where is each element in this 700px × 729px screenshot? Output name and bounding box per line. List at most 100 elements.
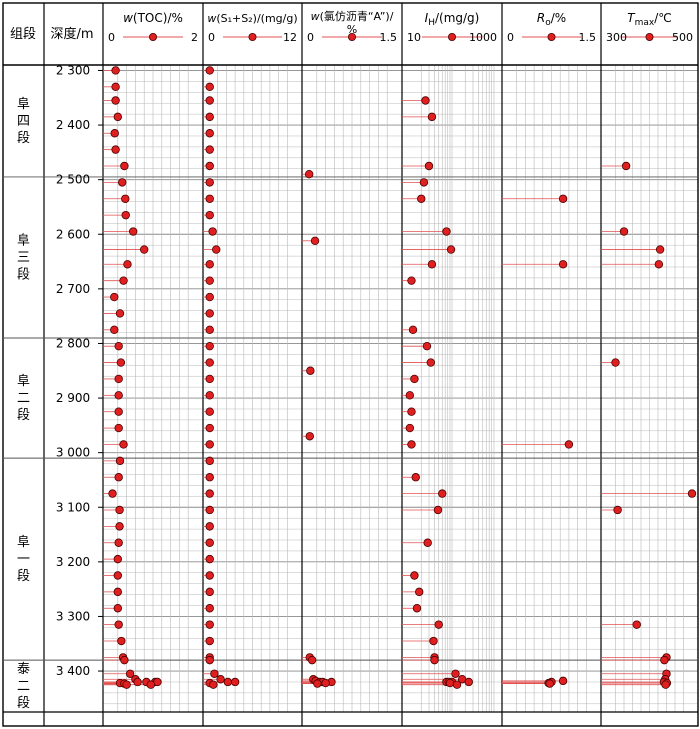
depth-tick-label: 2 300 — [56, 63, 90, 77]
depth-tick-label: 3 100 — [56, 500, 90, 514]
data-point-ih — [426, 358, 436, 367]
data-point-ih — [408, 325, 418, 335]
depth-tick-label: 2 500 — [56, 173, 90, 187]
data-point-s1s2 — [205, 407, 214, 416]
data-point-toc — [114, 538, 123, 547]
data-point-s1s2 — [205, 636, 214, 646]
data-point-toc — [117, 636, 126, 646]
data-point-ih — [451, 669, 460, 678]
point-layer — [108, 66, 697, 689]
data-point-toc — [119, 440, 128, 449]
data-point-ih — [417, 194, 426, 203]
data-point-s1s2 — [205, 505, 214, 515]
data-point-ih — [410, 374, 419, 384]
scale-legend-marker — [347, 33, 356, 42]
data-point-toc — [114, 374, 123, 384]
data-point-tmax — [613, 505, 622, 515]
scale-max-label: 1000 — [469, 31, 497, 44]
data-point-toc — [114, 391, 123, 400]
track-header-s1s2: w(S₁+S₂)/(mg/g) 0 12 — [207, 12, 297, 44]
scale-max-label: 1.5 — [579, 31, 597, 44]
data-point-ih — [464, 677, 473, 687]
data-point-s1s2 — [205, 587, 214, 597]
data-point-toc — [113, 112, 122, 122]
data-point-s1s2 — [205, 456, 214, 466]
zone-label: 阜二段 — [17, 373, 30, 423]
data-point-toc — [114, 473, 123, 482]
zone-label: 阜三段 — [17, 232, 30, 282]
scale-legend-marker — [148, 33, 157, 42]
data-point-s1s2 — [205, 374, 214, 384]
scale-min-label: 0 — [108, 31, 115, 44]
track-title: Tmax/℃ — [627, 11, 671, 28]
data-point-ih — [410, 571, 419, 580]
data-point-toc — [114, 407, 123, 416]
depth-tick-label: 2 800 — [56, 336, 90, 350]
data-point-toc — [115, 456, 125, 466]
data-point-s1s2 — [205, 554, 214, 564]
data-point-toc — [139, 245, 149, 254]
data-point-ih — [405, 423, 415, 433]
data-point-ih — [415, 587, 424, 597]
data-point-ih — [433, 505, 443, 515]
data-point-toc — [122, 680, 131, 689]
data-point-chloroform — [321, 678, 330, 688]
data-point-s1s2 — [205, 112, 214, 122]
track-title-unit: % — [347, 23, 357, 36]
data-point-toc — [146, 680, 155, 689]
data-point-ih — [412, 604, 422, 613]
data-point-toc — [113, 571, 122, 580]
data-point-s1s2 — [205, 522, 214, 531]
data-point-s1s2 — [205, 210, 214, 220]
data-point-toc — [115, 309, 125, 318]
data-point-toc — [123, 260, 132, 269]
data-point-s1s2 — [205, 129, 214, 138]
data-point-s1s2 — [205, 260, 214, 269]
data-point-ih — [427, 112, 437, 122]
data-point-toc — [125, 669, 135, 678]
data-point-s1s2 — [205, 358, 214, 367]
depth-tick-label: 3 300 — [56, 609, 90, 623]
data-point-s1s2 — [230, 677, 240, 687]
data-point-ih — [445, 678, 455, 688]
data-point-toc — [110, 129, 119, 138]
data-point-tmax — [621, 161, 631, 171]
data-point-s1s2 — [212, 245, 221, 254]
data-point-ih — [411, 473, 420, 482]
data-point-ro — [558, 194, 568, 203]
scale-min-label: 300 — [606, 31, 627, 44]
data-point-tmax — [660, 655, 669, 665]
data-point-s1s2 — [223, 677, 233, 687]
depth-tick-label: 2 400 — [56, 118, 90, 132]
zone-column-header: 组段 — [10, 27, 36, 42]
data-point-toc — [117, 178, 127, 187]
data-point-chloroform — [306, 366, 315, 375]
data-point-s1s2 — [205, 473, 214, 482]
scale-min-label: 0 — [507, 31, 514, 44]
depth-tick-label: 2 700 — [56, 282, 90, 296]
data-point-ih — [419, 178, 429, 187]
depth-tick-label: 2 900 — [56, 391, 90, 405]
data-point-ro — [558, 260, 568, 269]
data-point-s1s2 — [205, 292, 214, 302]
data-point-s1s2 — [205, 489, 214, 498]
data-point-toc — [108, 489, 117, 498]
track-title: w(氯仿沥青“A”)/ — [311, 9, 394, 23]
data-point-s1s2 — [205, 66, 214, 75]
data-point-s1s2 — [205, 341, 214, 351]
data-point-toc — [111, 66, 120, 75]
depth-tick-label: 3 200 — [56, 555, 90, 569]
scale-max-label: 500 — [672, 31, 693, 44]
data-point-toc — [119, 276, 128, 285]
depth-tick-label: 3 000 — [56, 446, 90, 460]
data-point-tmax — [619, 227, 629, 236]
data-point-toc — [120, 655, 129, 665]
scale-min-label: 0 — [208, 31, 215, 44]
data-point-toc — [114, 341, 123, 351]
data-point-s1s2 — [205, 655, 214, 665]
data-point-toc — [111, 82, 120, 92]
data-point-toc — [133, 677, 142, 687]
